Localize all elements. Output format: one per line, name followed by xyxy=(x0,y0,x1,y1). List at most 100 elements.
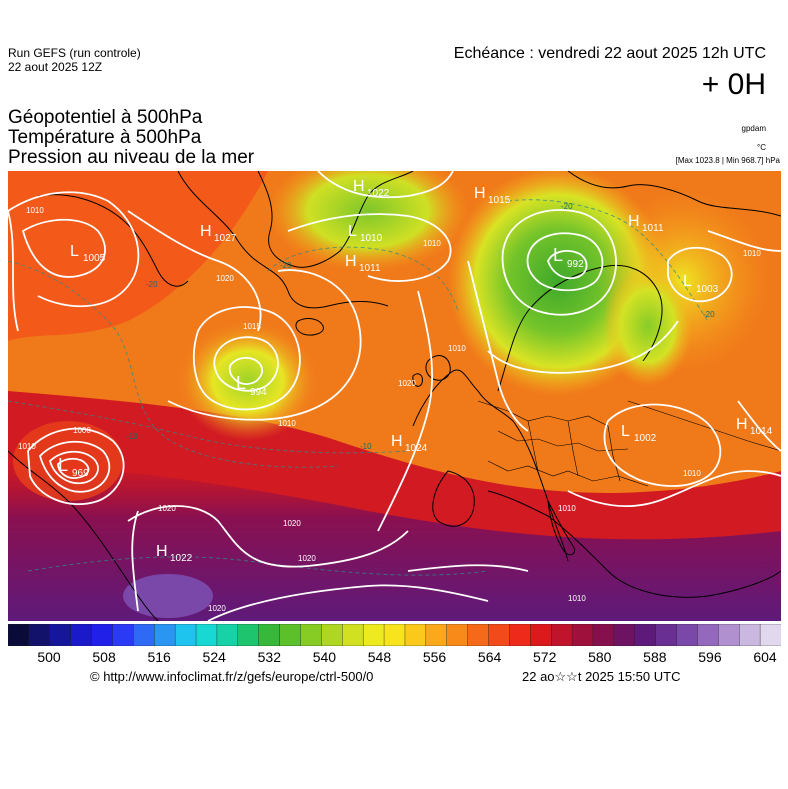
color-swatch xyxy=(321,624,343,646)
run-name: Run GEFS (run controle) xyxy=(8,46,141,60)
color-scale-tick: 604 xyxy=(753,649,777,665)
isobar-1020-atlantic xyxy=(377,290,433,532)
pressure-center: L 1002 xyxy=(621,423,657,444)
pressure-center-type: H xyxy=(474,185,486,202)
color-scale-tick: 572 xyxy=(533,649,557,665)
unit-temperature: °C xyxy=(757,143,766,152)
isobar-east-edge xyxy=(737,400,781,452)
pressure-center: H 1014 xyxy=(736,416,773,437)
pressure-center-type: L xyxy=(348,223,357,240)
color-scale-tick: 524 xyxy=(202,649,226,665)
forecast-offset: + 0H xyxy=(701,68,766,101)
temperature-contours xyxy=(8,199,709,576)
pressure-center: L 994 xyxy=(236,373,267,398)
color-swatch xyxy=(739,624,761,646)
pressure-center-value: 1005 xyxy=(83,253,106,264)
pressure-center: H 1011 xyxy=(345,253,381,274)
coast-arctic xyxy=(567,171,781,217)
title-geopotential: Géopotentiel à 500hPa xyxy=(8,107,203,128)
pressure-center: H 1015 xyxy=(474,185,511,206)
color-scale-tick: 540 xyxy=(312,649,337,665)
isobar-label: 1010 xyxy=(743,249,761,258)
pressure-center-value: 1024 xyxy=(405,443,428,454)
title-pressure: Pression au niveau de la mer xyxy=(8,147,255,168)
pressure-center-type: L xyxy=(621,423,630,440)
pressure-center-type: H xyxy=(628,213,640,230)
color-swatch xyxy=(425,624,448,646)
map-titles: Géopotentiel à 500hPa Température à 500h… xyxy=(8,108,254,168)
isobar-low969-2 xyxy=(38,440,111,493)
pressure-center-type: H xyxy=(156,543,168,560)
isobar-low969-1 xyxy=(27,427,125,506)
color-swatch xyxy=(174,624,197,646)
isobar-low992-outer xyxy=(501,209,617,316)
cold-pool-low994 xyxy=(178,321,318,441)
pressure-center-value: 1022 xyxy=(170,553,193,564)
isobar-low969-4 xyxy=(57,457,90,479)
coast-britain xyxy=(425,355,451,381)
color-scale-tick: 508 xyxy=(92,649,116,665)
title-temperature: Température à 500hPa xyxy=(8,127,202,148)
color-swatch xyxy=(342,624,364,646)
color-swatch xyxy=(655,624,678,646)
isobar-label: 1020 xyxy=(216,274,234,283)
color-swatch xyxy=(467,624,490,646)
color-scale-tick: 596 xyxy=(698,649,722,665)
pressure-center: L 1003 xyxy=(683,273,719,295)
coast-ireland xyxy=(412,373,423,387)
isobar-low1003 xyxy=(667,246,733,303)
isobar-low994-outer xyxy=(193,306,301,411)
country-borders xyxy=(477,400,781,487)
isobar-label: 1010 xyxy=(423,239,441,248)
isobar-edge xyxy=(8,210,19,332)
color-swatch xyxy=(530,624,552,646)
coast-canada xyxy=(37,194,189,287)
generation-timestamp: 22 ao☆☆t 2025 15:50 UTC xyxy=(522,669,681,684)
pressure-center-value: 994 xyxy=(250,387,267,398)
color-swatch xyxy=(49,624,72,646)
color-scale-tick: 588 xyxy=(643,649,667,665)
isobar-label: 1020 xyxy=(283,519,301,528)
border-1 xyxy=(477,400,609,427)
pressure-center-type: H xyxy=(353,178,365,195)
isobar-label: 1010 xyxy=(18,442,36,451)
isobar-1020-south xyxy=(127,505,409,568)
cold-pool-south xyxy=(123,574,213,618)
isobar-greenland-1 xyxy=(287,213,452,282)
temperature-label: -20 xyxy=(703,310,715,319)
coast-greenland-east xyxy=(257,171,414,268)
coast-mediterranean xyxy=(487,490,781,598)
pressure-center-type: H xyxy=(391,433,403,450)
color-scale-tick: 516 xyxy=(147,649,171,665)
color-swatch xyxy=(404,624,427,646)
color-swatch xyxy=(91,624,114,646)
isobar-canada-2 xyxy=(21,218,106,278)
pressure-center-value: 969 xyxy=(72,468,89,479)
isobar-label: 1015 xyxy=(243,322,261,331)
color-swatch xyxy=(279,624,302,646)
color-swatch xyxy=(446,624,469,646)
color-swatch xyxy=(634,624,657,646)
pressure-center-value: 1011 xyxy=(642,223,664,234)
isobar-label: 1010 xyxy=(278,419,296,428)
pressure-max-min: [Max 1023.8 | Min 968.7] hPa xyxy=(675,156,780,165)
color-swatch xyxy=(216,624,239,646)
color-swatch xyxy=(112,624,135,646)
isobar-low992-inner xyxy=(547,250,588,280)
pressure-center: H 1022 xyxy=(156,543,193,564)
color-scale-tick: 556 xyxy=(422,649,447,665)
color-swatch xyxy=(28,624,51,646)
isobar-1010-southeast xyxy=(567,470,781,508)
isobar-low969-3 xyxy=(48,450,99,485)
color-swatch xyxy=(70,624,93,646)
pressure-center-value: 1002 xyxy=(634,433,657,444)
isobar-canada-1 xyxy=(8,191,140,308)
color-swatch xyxy=(613,624,636,646)
color-swatch xyxy=(154,624,176,646)
coast-iceland xyxy=(295,318,324,336)
coast-greenland xyxy=(177,171,389,309)
color-swatch xyxy=(676,624,699,646)
isobar-low1002 xyxy=(603,403,722,487)
isobar-label: 1020 xyxy=(398,379,416,388)
pressure-center: L 1010 xyxy=(348,223,383,244)
